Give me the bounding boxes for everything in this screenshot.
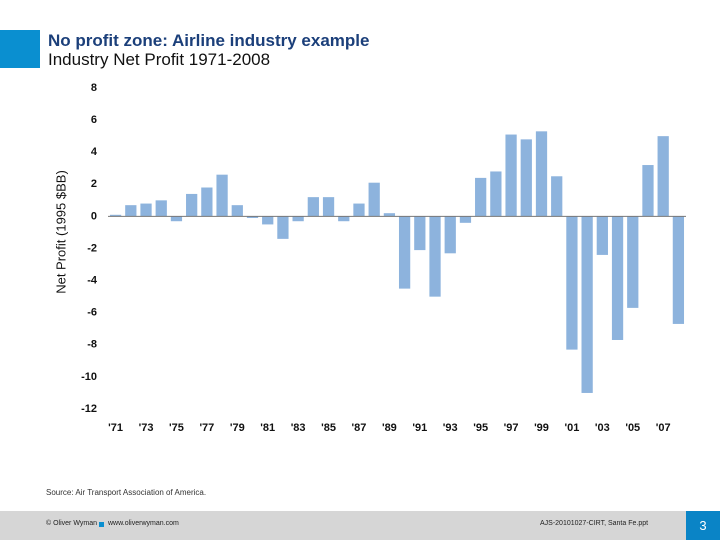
brand-square (0, 30, 40, 68)
bar (642, 165, 654, 217)
page-number: 3 (686, 511, 720, 540)
y-axis-label: Net Profit (1995 $BB) (53, 170, 68, 294)
x-tick-label: '03 (595, 422, 610, 434)
bar (444, 216, 456, 254)
x-tick-label: '05 (625, 422, 640, 434)
bar (627, 216, 639, 308)
y-tick-label: 2 (91, 178, 97, 190)
y-tick-label: -2 (87, 242, 97, 254)
y-tick-label: -10 (81, 371, 97, 383)
bar (338, 216, 350, 222)
bar (475, 177, 487, 217)
x-tick-label: '85 (321, 422, 336, 434)
bar (581, 216, 593, 393)
bar (459, 216, 472, 223)
bar (353, 203, 365, 217)
bar (109, 214, 122, 217)
footer-website: www.oliverwyman.com (108, 520, 179, 527)
bar (383, 213, 396, 217)
x-tick-label: '81 (260, 422, 275, 434)
x-tick-label: '87 (352, 422, 367, 434)
y-tick-label: 4 (91, 146, 98, 158)
bar (566, 216, 578, 350)
bar (505, 134, 517, 217)
bar (520, 139, 532, 217)
y-tick-label: 8 (91, 82, 97, 94)
x-tick-label: '89 (382, 422, 397, 434)
x-tick-label: '77 (199, 422, 214, 434)
footer-file: AJS-20101027-CIRT, Santa Fe.ppt (540, 520, 649, 527)
y-tick-label: -8 (87, 339, 97, 351)
bar (429, 216, 441, 297)
bar (262, 216, 274, 225)
bar (551, 176, 563, 217)
bar (490, 171, 502, 217)
bar (672, 216, 685, 324)
bar (596, 216, 608, 255)
x-tick-label: '79 (230, 422, 245, 434)
bar (414, 216, 426, 251)
bar (186, 193, 198, 217)
bar (246, 216, 259, 219)
bar (201, 187, 213, 217)
bar (170, 216, 183, 222)
y-tick-label: -12 (81, 403, 97, 415)
bar (155, 200, 167, 217)
bar (398, 216, 411, 289)
x-tick-label: '99 (534, 422, 549, 434)
x-tick-label: '73 (139, 422, 154, 434)
x-tick-label: '97 (504, 422, 519, 434)
bar (368, 182, 380, 217)
bar (125, 205, 137, 217)
bar (657, 136, 669, 217)
chart: Net Profit (1995 $BB) 8 6 4 2 0 -2 -4 -6 -8 -10 -1… (53, 82, 686, 434)
bar (231, 205, 243, 217)
source-note: Source: Air Transport Association of Ame… (46, 488, 207, 497)
slide-subtitle: Industry Net Profit 1971-2008 (48, 50, 271, 69)
y-tick-label: 6 (91, 114, 97, 126)
x-tick-label: '83 (291, 422, 306, 434)
bar (611, 216, 624, 340)
x-tick-label: '95 (473, 422, 488, 434)
y-tick-label: -6 (87, 307, 97, 319)
y-tick-label: -4 (87, 275, 98, 287)
bar (216, 174, 228, 217)
footer-square (99, 522, 104, 527)
bar (277, 216, 289, 239)
footer-company: © Oliver Wyman (46, 520, 97, 527)
x-tick-label: '93 (443, 422, 458, 434)
x-tick-label: '71 (108, 422, 123, 434)
footer-bar (0, 511, 686, 540)
x-tick-label: '91 (412, 422, 427, 434)
y-tick-label: 0 (91, 210, 97, 222)
x-tick-label: '75 (169, 422, 184, 434)
bar (292, 216, 304, 222)
x-tick-label: '01 (564, 422, 579, 434)
bar (322, 197, 335, 217)
bar (535, 131, 548, 217)
x-tick-label: '07 (656, 422, 671, 434)
slide-title: No profit zone: Airline industry example (48, 31, 370, 50)
bar (307, 197, 319, 217)
bar (140, 203, 152, 217)
